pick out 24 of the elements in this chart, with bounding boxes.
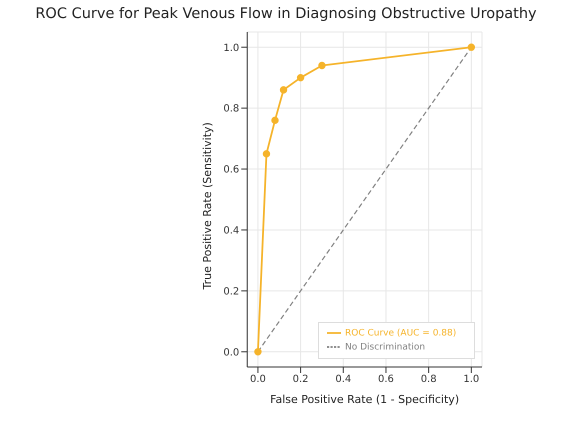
point [296, 74, 304, 82]
x-tick-label: 0.2 [292, 374, 309, 386]
point [468, 44, 476, 51]
x-tick-label: 0.6 [378, 374, 394, 386]
legend-label: ROC Curve (AUC = 0.88) [345, 328, 456, 338]
point [254, 348, 262, 356]
point [280, 86, 288, 94]
y-tick-label: 0.4 [223, 226, 240, 237]
y-tick-label: 0.0 [223, 347, 240, 358]
y-tick-label: 1.0 [223, 42, 240, 54]
point [318, 62, 326, 70]
y-tick-label: 0.2 [223, 286, 240, 298]
x-tick-label: 0.8 [420, 374, 437, 386]
x-tick-label: 0.0 [250, 374, 266, 386]
chart-title: ROC Curve for Peak Venous Flow in Diagnosing Obstructive Uropathy [34, 6, 538, 22]
x-tick-label: 0.4 [335, 374, 352, 386]
point [271, 116, 279, 124]
y-tick-label: 0.6 [223, 164, 240, 176]
x-tick-label: 1.0 [463, 374, 480, 386]
point [262, 150, 270, 158]
legend-label: No Discrimination [345, 342, 426, 353]
y-tick-label: 0.8 [223, 104, 240, 115]
y-axis-title: True Positive Rate (Sensitivity) [201, 122, 214, 290]
x-axis-title: False Positive Rate (1 - Specificity) [270, 393, 460, 406]
